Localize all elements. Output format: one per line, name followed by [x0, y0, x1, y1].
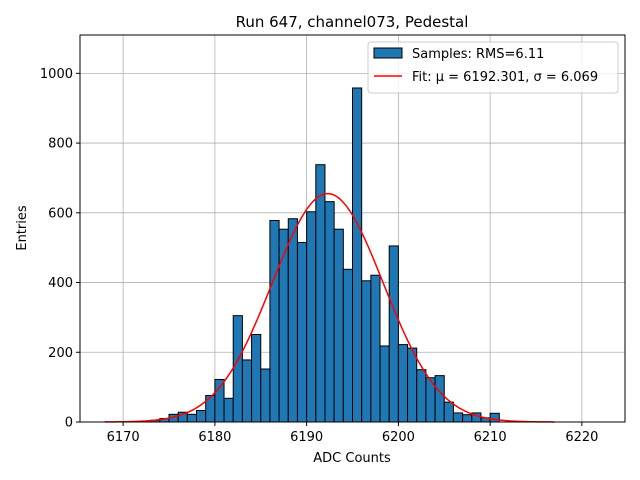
x-tick-label: 6210: [474, 430, 507, 445]
fit-curve: [104, 192, 555, 423]
histogram-bar: [269, 219, 280, 423]
histogram-bar: [452, 412, 464, 423]
plot-frame: [79, 34, 626, 423]
x-axis-label: ADC Counts: [313, 451, 391, 466]
y-tick-label: 600: [48, 206, 73, 221]
histogram-bar: [287, 218, 298, 423]
y-axis-ticks: 0 200 400 600 800 1000: [40, 67, 80, 431]
fit-curve-group: [104, 192, 555, 423]
histogram-bar: [333, 228, 344, 423]
histogram-bar: [214, 378, 225, 423]
histogram-bar: [379, 345, 390, 423]
y-tick-label: 1000: [40, 67, 73, 82]
y-tick-label: 200: [48, 346, 73, 361]
chart-title: Run 647, channel073, Pedestal: [236, 13, 469, 31]
histogram-bar: [397, 344, 409, 423]
histogram-bar: [434, 375, 445, 423]
histogram-bar: [489, 412, 500, 423]
histogram-bar: [416, 369, 427, 423]
histogram-bar: [251, 333, 262, 423]
histogram-bars: [150, 87, 500, 423]
x-tick-label: 6220: [565, 430, 598, 445]
x-tick-label: 6170: [107, 430, 140, 445]
histogram-bar: [324, 201, 335, 423]
y-tick-label: 800: [48, 137, 73, 152]
y-tick-label: 400: [48, 276, 73, 291]
x-axis-ticks: 6170 6180 6190 6200 6210 6220: [107, 422, 598, 445]
histogram-bar: [296, 241, 308, 423]
histogram-bar: [352, 87, 363, 423]
histogram-bar: [306, 211, 317, 423]
histogram-bar: [260, 368, 271, 423]
histogram-bar: [462, 414, 473, 423]
legend-label-fit: Fit: μ = 6192.301, σ = 6.069: [412, 70, 598, 85]
histogram-bar: [186, 413, 198, 423]
legend-box: [367, 41, 619, 94]
histogram-bar: [241, 359, 253, 423]
histogram-bar: [443, 401, 454, 423]
legend-swatch-samples: [373, 47, 403, 59]
y-axis-label: Entries: [15, 205, 30, 251]
histogram-bar: [232, 315, 243, 423]
histogram-bar: [370, 274, 381, 423]
histogram-bar: [196, 409, 207, 423]
histogram-bar: [361, 280, 372, 423]
histogram-bar: [388, 245, 399, 423]
x-tick-label: 6180: [198, 430, 231, 445]
histogram-bar: [407, 347, 418, 423]
histogram-bar: [342, 268, 354, 423]
x-tick-label: 6190: [290, 430, 323, 445]
legend-label-samples: Samples: RMS=6.11: [412, 47, 544, 62]
legend: Samples: RMS=6.11 Fit: μ = 6192.301, σ =…: [367, 41, 619, 94]
histogram-bar: [223, 397, 234, 423]
histogram-bar: [315, 164, 326, 423]
x-tick-label: 6200: [382, 430, 415, 445]
histogram-bar: [278, 228, 289, 423]
y-tick-label: 0: [65, 416, 73, 431]
